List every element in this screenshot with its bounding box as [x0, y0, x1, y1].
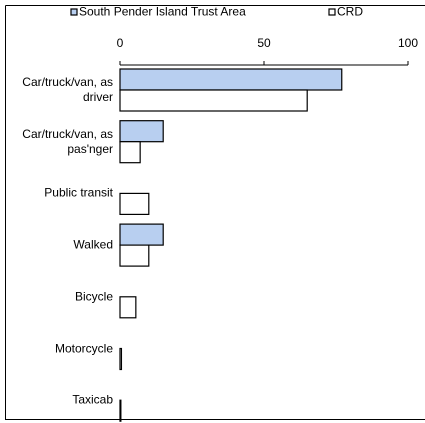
- legend-swatch: [70, 8, 78, 16]
- x-tick-label: 100: [398, 36, 418, 50]
- bar: [119, 296, 137, 319]
- bar: [119, 244, 150, 267]
- legend-label: CRD: [337, 5, 363, 19]
- bar: [119, 120, 164, 143]
- bar: [119, 399, 122, 422]
- legend-label: South Pender Island Trust Area: [79, 5, 246, 19]
- x-tick-label: 0: [117, 36, 124, 50]
- bar: [119, 223, 164, 246]
- category-label: Walked: [73, 237, 113, 252]
- category-label: Car/truck/van, as pas'nger: [22, 126, 113, 156]
- bar: [119, 68, 343, 91]
- bar: [119, 141, 141, 164]
- category-label: Car/truck/van, as driver: [22, 75, 113, 104]
- category-label: Taxicab: [72, 392, 113, 407]
- frame: [5, 5, 425, 420]
- category-label: Public transit: [44, 185, 113, 200]
- x-tick-label: 50: [257, 36, 271, 50]
- bar: [119, 347, 123, 371]
- legend-swatch: [328, 8, 336, 16]
- category-label: Bicycle: [74, 289, 113, 304]
- bar: [119, 89, 308, 112]
- category-label: Motorcycle: [54, 341, 113, 355]
- bar: [119, 192, 150, 215]
